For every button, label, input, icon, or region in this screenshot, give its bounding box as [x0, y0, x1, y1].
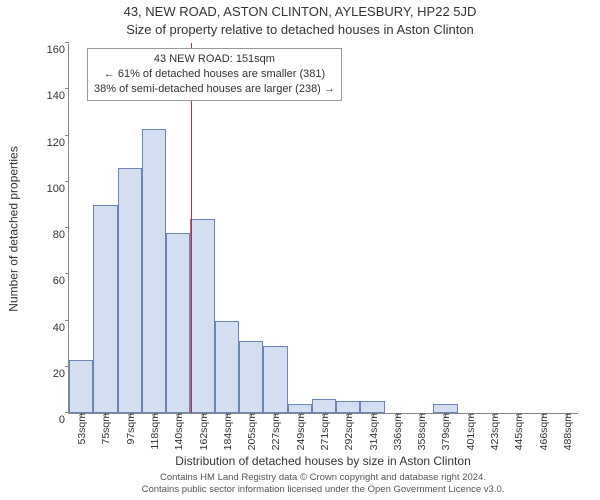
x-tick-label: 445sqm [511, 413, 525, 450]
x-tick-label: 271sqm [317, 413, 331, 450]
y-tick-label: 120 [25, 137, 69, 149]
y-tick-label: 60 [25, 275, 69, 287]
chart-subtitle: Size of property relative to detached ho… [0, 22, 600, 37]
histogram-bar [263, 346, 287, 413]
chart-container: 43, NEW ROAD, ASTON CLINTON, AYLESBURY, … [0, 0, 600, 500]
histogram-bar [433, 404, 457, 413]
info-line-3: 38% of semi-detached houses are larger (… [94, 82, 335, 97]
x-tick-label: 336sqm [390, 413, 404, 450]
x-tick-label: 227sqm [268, 413, 282, 450]
histogram-bar [336, 401, 360, 413]
x-tick-label: 358sqm [414, 413, 428, 450]
histogram-bar [312, 399, 336, 413]
y-tick-label: 80 [25, 229, 69, 241]
x-tick-label: 314sqm [366, 413, 380, 450]
y-tick-label: 100 [25, 183, 69, 195]
x-tick-label: 379sqm [438, 413, 452, 450]
footer-line-1: Contains HM Land Registry data © Crown c… [68, 472, 578, 484]
y-tick-label: 20 [25, 368, 69, 380]
histogram-bar [215, 321, 239, 414]
footer-line-2: Contains public sector information licen… [68, 484, 578, 496]
x-tick-label: 53sqm [74, 413, 88, 445]
info-line-1: 43 NEW ROAD: 151sqm [94, 52, 335, 67]
x-tick-label: 118sqm [147, 413, 161, 450]
x-tick-label: 97sqm [123, 413, 137, 445]
x-tick-label: 140sqm [171, 413, 185, 450]
x-tick-label: 292sqm [341, 413, 355, 450]
histogram-bar [360, 401, 384, 413]
x-tick-label: 249sqm [293, 413, 307, 450]
histogram-bar [142, 129, 166, 413]
x-tick-label: 162sqm [196, 413, 210, 450]
histogram-bar [166, 233, 190, 413]
x-tick-label: 401sqm [463, 413, 477, 450]
x-tick-label: 184sqm [220, 413, 234, 450]
page-title: 43, NEW ROAD, ASTON CLINTON, AYLESBURY, … [0, 4, 600, 19]
y-tick-label: 0 [25, 414, 69, 426]
y-tick-label: 40 [25, 322, 69, 334]
info-box: 43 NEW ROAD: 151sqm ← 61% of detached ho… [87, 48, 342, 101]
x-tick-label: 205sqm [244, 413, 258, 450]
info-line-2: ← 61% of detached houses are smaller (38… [94, 67, 335, 82]
histogram-bar [69, 360, 93, 413]
x-tick-label: 488sqm [560, 413, 574, 450]
y-axis-label: Number of detached properties [6, 44, 22, 414]
x-tick-label: 75sqm [98, 413, 112, 445]
histogram-bar [118, 168, 142, 413]
footer: Contains HM Land Registry data © Crown c… [68, 472, 578, 496]
histogram-bar [190, 219, 214, 413]
histogram-bar [93, 205, 117, 413]
histogram-bar [288, 404, 312, 413]
x-tick-label: 466sqm [536, 413, 550, 450]
x-tick-label: 423sqm [487, 413, 501, 450]
y-tick-label: 160 [25, 44, 69, 56]
histogram-bar [239, 341, 263, 413]
x-axis-label: Distribution of detached houses by size … [68, 454, 578, 468]
plot-area: 43 NEW ROAD: 151sqm ← 61% of detached ho… [68, 44, 578, 414]
y-tick-label: 140 [25, 90, 69, 102]
